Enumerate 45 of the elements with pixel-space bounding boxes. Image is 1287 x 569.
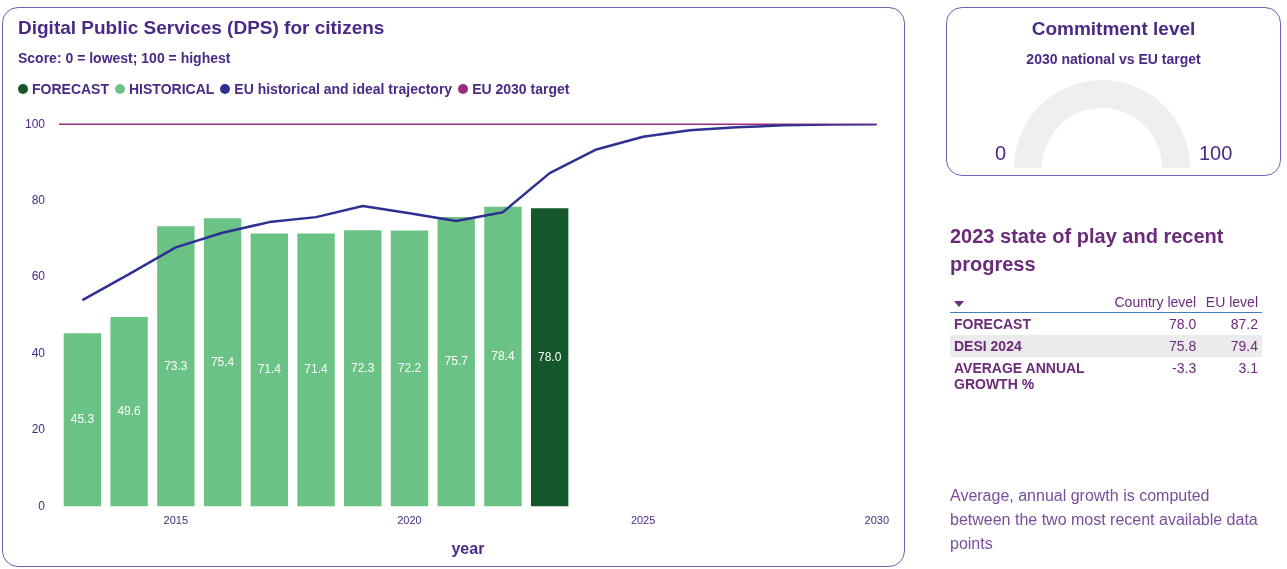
legend-label: FORECAST [32, 81, 109, 97]
y-tick-label: 100 [24, 116, 46, 131]
text: Average, annual growth is computed between the two most recent available data points [950, 486, 1259, 554]
data-label: 71.4 [304, 362, 329, 377]
y-tick-label: 40 [31, 345, 46, 360]
data-label: 78.4 [491, 349, 515, 364]
text: 100 [1199, 142, 1233, 165]
x-tick-label: 2030 [864, 514, 890, 527]
data-label: 79.4 [1200, 335, 1262, 357]
series-label: EU level [1200, 292, 1262, 313]
series-label: Country level [1108, 292, 1201, 313]
x-tick-label: 2025 [630, 514, 656, 527]
data-label: 45.3 [70, 412, 95, 427]
data-label: 3.1 [1237, 359, 1259, 378]
text: Commitment level [1030, 18, 1197, 40]
data-label: 72.2 [397, 360, 422, 375]
data-label: 87.2 [1229, 315, 1259, 334]
chart-title: Digital Public Services (DPS) for citizens [18, 17, 385, 39]
text: 2023 state of play and recent progress [950, 224, 1225, 277]
category-label: AVERAGE ANNUAL GROWTH % [953, 359, 1086, 394]
x-tick-label: 2015 [163, 514, 189, 527]
data-label: -3.3 [1171, 359, 1198, 378]
data-label: 75.4 [210, 354, 235, 369]
y-tick-label: 20 [31, 422, 46, 437]
y-tick-label: 60 [31, 269, 46, 284]
category-label: FORECAST [953, 315, 1032, 334]
data-label: 75.8 [1108, 335, 1201, 357]
legend-label: EU 2030 target [472, 81, 570, 97]
y-tick-label: 80 [31, 192, 46, 207]
legend-label: EU historical and ideal trajectory [234, 81, 453, 97]
legend-label: HISTORICAL [129, 81, 215, 97]
text: 0 [995, 142, 1007, 165]
chart-subtitle: Score: 0 = lowest; 100 = highest [18, 50, 231, 66]
data-label: 78.0 [1167, 315, 1198, 334]
text: 2030 national vs EU target [1025, 51, 1202, 67]
x-axis-title: year [451, 539, 485, 557]
data-label: 75.7 [444, 354, 469, 369]
category-label: DESI 2024 [950, 335, 1108, 357]
x-tick-label: 2020 [397, 514, 422, 527]
data-label: 73.3 [164, 358, 188, 373]
data-label: 72.3 [351, 360, 375, 375]
data-label: 71.4 [257, 362, 282, 377]
y-tick-label: 0 [38, 498, 46, 513]
data-label: 49.6 [117, 404, 142, 419]
data-label: 78.0 [537, 349, 562, 364]
